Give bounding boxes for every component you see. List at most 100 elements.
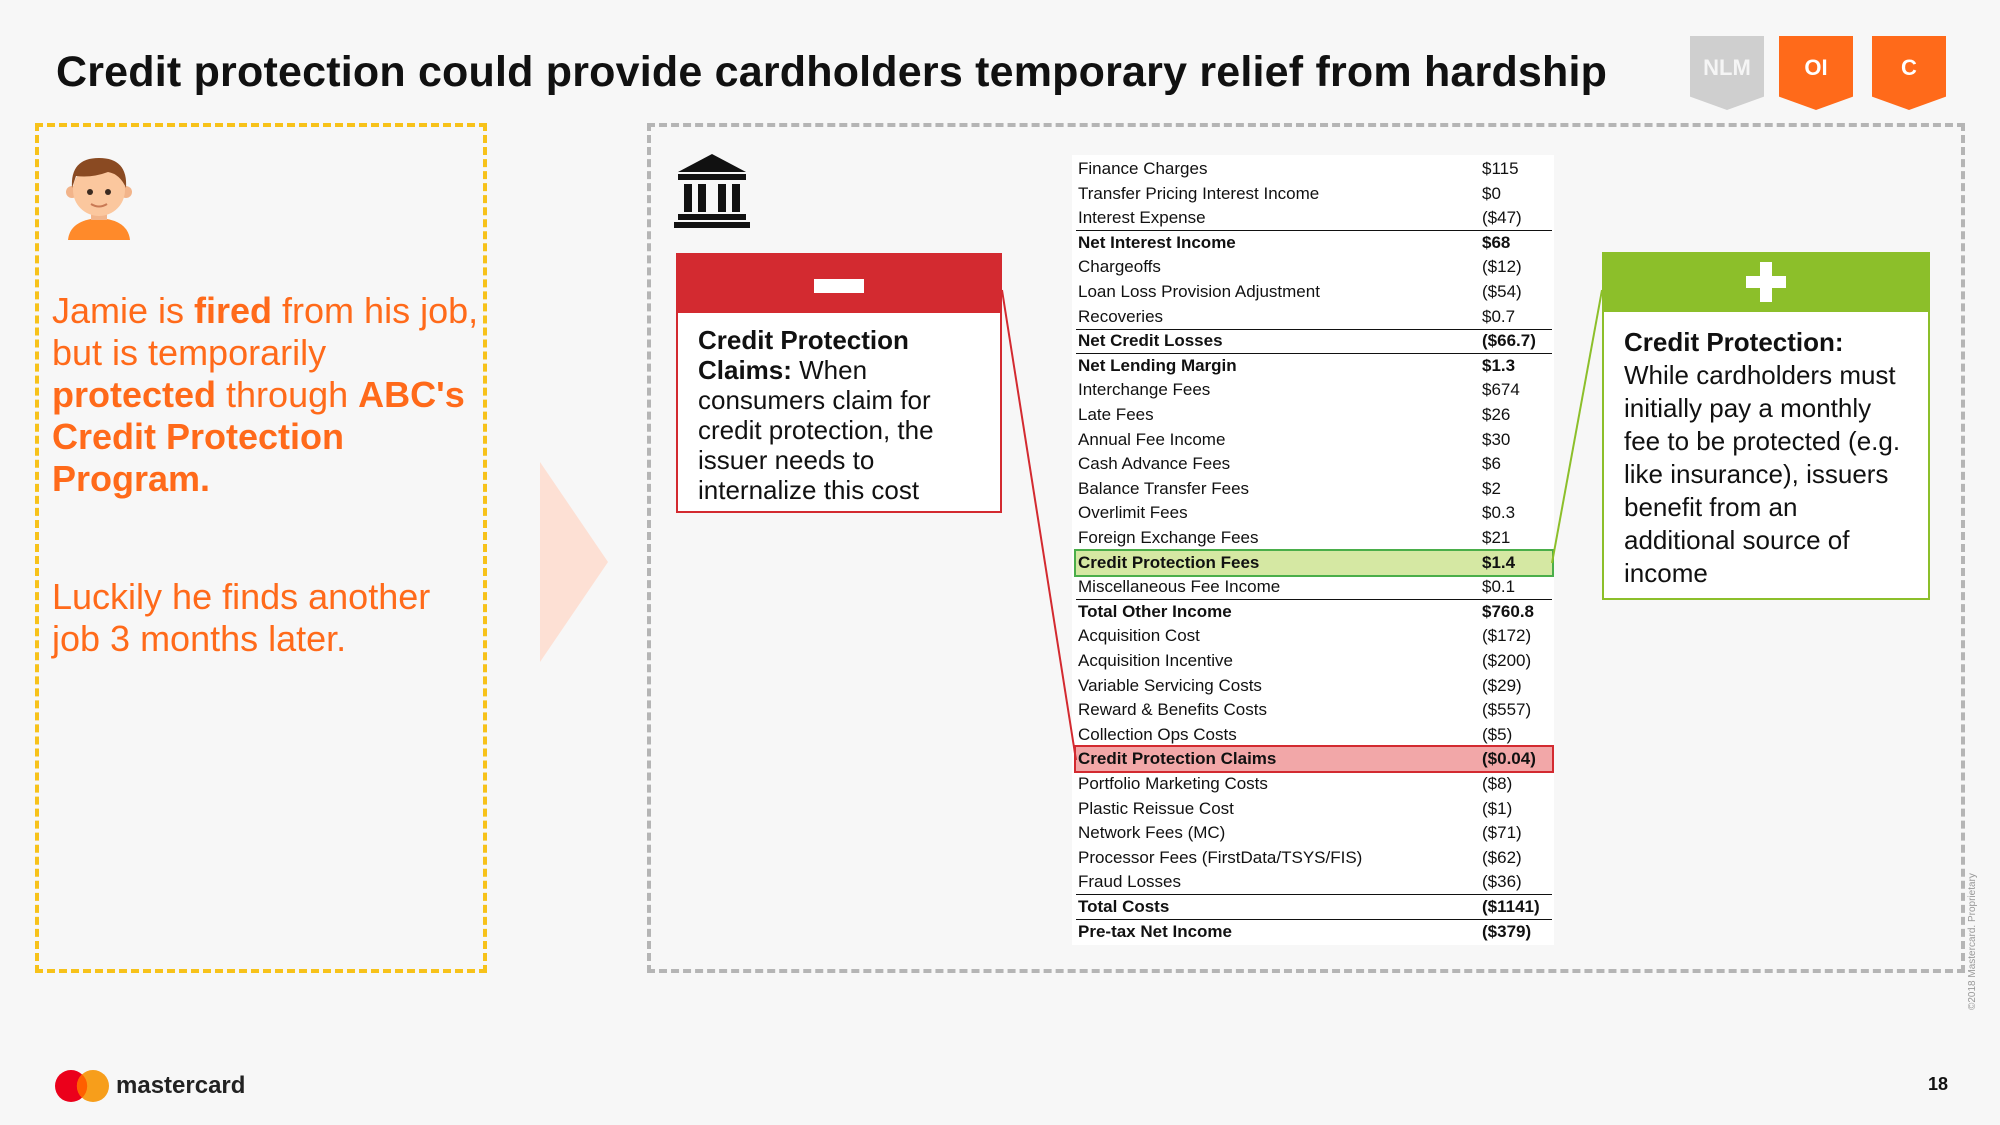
- row-label: Pre-tax Net Income: [1078, 921, 1232, 941]
- row-label: Acquisition Cost: [1078, 626, 1200, 646]
- table-row: Net Credit Losses ($66.7): [1076, 329, 1552, 355]
- row-label: Net Interest Income: [1078, 232, 1236, 252]
- row-value: $30: [1482, 429, 1511, 449]
- row-label: Total Costs: [1078, 897, 1170, 916]
- badge-c: C: [1872, 36, 1946, 110]
- row-label: Cash Advance Fees: [1078, 454, 1231, 474]
- fees-card-text: While cardholders must initially pay a m…: [1624, 360, 1901, 588]
- row-label: Loan Loss Provision Adjustment: [1078, 282, 1320, 301]
- page-number: 18: [1928, 1074, 1949, 1094]
- row-value: ($557): [1482, 700, 1532, 720]
- row-value: $0: [1482, 183, 1501, 203]
- table-row: Late Fees $26: [1076, 403, 1552, 427]
- table-row: Chargeoffs ($12): [1076, 255, 1552, 279]
- row-value: $0.1: [1482, 577, 1516, 597]
- table-row: Finance Charges $115: [1076, 157, 1552, 181]
- table-row: Fraud Losses ($36): [1076, 870, 1552, 896]
- row-value: $1.4: [1482, 552, 1516, 572]
- table-row: Net Interest Income $68: [1076, 231, 1552, 255]
- credit-protection-claims-card: Credit Protection Claims: When consumers…: [676, 253, 1002, 513]
- table-row: Portfolio Marketing Costs ($8): [1076, 772, 1552, 796]
- table-row: Loan Loss Provision Adjustment ($54): [1076, 280, 1552, 304]
- row-value: $674: [1482, 380, 1520, 400]
- row-label: Late Fees: [1078, 405, 1154, 424]
- program-emphasis: ABC's Credit Protection Program.: [52, 374, 465, 499]
- table-row: Overlimit Fees $0.3: [1076, 501, 1552, 525]
- row-label: Variable Servicing Costs: [1078, 675, 1262, 695]
- row-value: $0.7: [1482, 306, 1516, 326]
- claims-card-text: When consumers claim for credit protecti…: [698, 355, 934, 505]
- row-value: ($8): [1482, 774, 1513, 793]
- copyright-notice: ©2018 Mastercard. Proprietary: [1967, 873, 1978, 1010]
- fees-card-title: Credit Protection:: [1624, 327, 1844, 357]
- row-label: Net Credit Losses: [1078, 331, 1223, 351]
- table-row: Foreign Exchange Fees $21: [1076, 526, 1552, 550]
- table-row: Credit Protection Fees $1.4: [1074, 548, 1554, 577]
- table-row: Total Other Income $760.8: [1076, 600, 1552, 624]
- row-label: Finance Charges: [1078, 159, 1208, 178]
- row-value: ($54): [1482, 282, 1522, 301]
- row-value: ($5): [1482, 724, 1513, 744]
- row-label: Processor Fees (FirstData/TSYS/FIS): [1078, 847, 1363, 867]
- row-label: Reward & Benefits Costs: [1078, 700, 1267, 720]
- table-row: Variable Servicing Costs ($29): [1076, 674, 1552, 698]
- flow-arrow-icon: [540, 462, 608, 662]
- table-row: Miscellaneous Fee Income $0.1: [1076, 575, 1552, 601]
- pnl-panel: [647, 123, 1965, 973]
- brand-name: mastercard: [116, 1072, 246, 1099]
- table-row: Pre-tax Net Income ($379): [1076, 920, 1552, 944]
- row-value: ($66.7): [1482, 331, 1536, 351]
- row-label: Collection Ops Costs: [1078, 724, 1237, 744]
- table-row: Balance Transfer Fees $2: [1076, 477, 1552, 501]
- row-value: ($71): [1482, 823, 1522, 843]
- row-value: ($12): [1482, 257, 1522, 277]
- row-value: ($1): [1482, 798, 1513, 818]
- row-value: $6: [1482, 454, 1501, 474]
- row-label: Portfolio Marketing Costs: [1078, 774, 1268, 793]
- row-label: Chargeoffs: [1078, 257, 1161, 277]
- page-title: Credit protection could provide cardhold…: [56, 48, 1608, 96]
- row-label: Foreign Exchange Fees: [1078, 528, 1259, 547]
- row-label: Network Fees (MC): [1078, 823, 1226, 843]
- table-row: Interest Expense ($47): [1076, 206, 1552, 232]
- row-value: $26: [1482, 405, 1511, 424]
- fired-emphasis: fired: [194, 290, 273, 331]
- person-avatar-icon: [66, 158, 132, 240]
- table-row: Processor Fees (FirstData/TSYS/FIS) ($62): [1076, 846, 1552, 870]
- row-label: Miscellaneous Fee Income: [1078, 577, 1281, 597]
- table-row: Acquisition Incentive ($200): [1076, 649, 1552, 673]
- table-row: Cash Advance Fees $6: [1076, 452, 1552, 476]
- row-value: ($62): [1482, 847, 1522, 867]
- table-row: Credit Protection Claims ($0.04): [1074, 745, 1554, 774]
- protected-emphasis: protected: [52, 374, 217, 415]
- row-value: $21: [1482, 528, 1511, 547]
- row-label: Balance Transfer Fees: [1078, 478, 1250, 498]
- row-value: ($47): [1482, 208, 1522, 228]
- row-value: ($29): [1482, 675, 1522, 695]
- table-row: Plastic Reissue Cost ($1): [1076, 797, 1552, 821]
- row-value: $115: [1482, 159, 1519, 178]
- table-row: Recoveries $0.7: [1076, 305, 1552, 330]
- table-row: Interchange Fees $674: [1076, 378, 1552, 402]
- table-row: Annual Fee Income $30: [1076, 428, 1552, 452]
- row-label: Interest Expense: [1078, 208, 1206, 228]
- credit-protection-fees-card: Credit Protection: While cardholders mus…: [1602, 252, 1930, 600]
- row-label: Net Lending Margin: [1078, 355, 1237, 375]
- row-value: $0.3: [1482, 503, 1516, 523]
- row-label: Fraud Losses: [1078, 872, 1181, 892]
- row-label: Total Other Income: [1078, 601, 1232, 621]
- claims-card-title: Credit Protection Claims:: [698, 325, 909, 385]
- badge-nlm: NLM: [1690, 36, 1764, 110]
- row-value: $68: [1482, 232, 1511, 252]
- row-value: ($36): [1482, 872, 1522, 892]
- row-label: Transfer Pricing Interest Income: [1078, 183, 1320, 203]
- pnl-table: Finance Charges $115 Transfer Pricing Inte…: [1072, 155, 1554, 945]
- row-value: ($172): [1482, 626, 1532, 646]
- story-paragraph-2: Luckily he finds another job 3 months la…: [52, 576, 431, 659]
- bank-icon: [674, 154, 750, 228]
- row-value: ($1141): [1482, 897, 1540, 916]
- table-row: Total Costs ($1141): [1076, 895, 1552, 920]
- positive-card-header: [1604, 254, 1928, 312]
- negative-card-header: [678, 255, 1000, 313]
- minus-icon: [814, 279, 864, 293]
